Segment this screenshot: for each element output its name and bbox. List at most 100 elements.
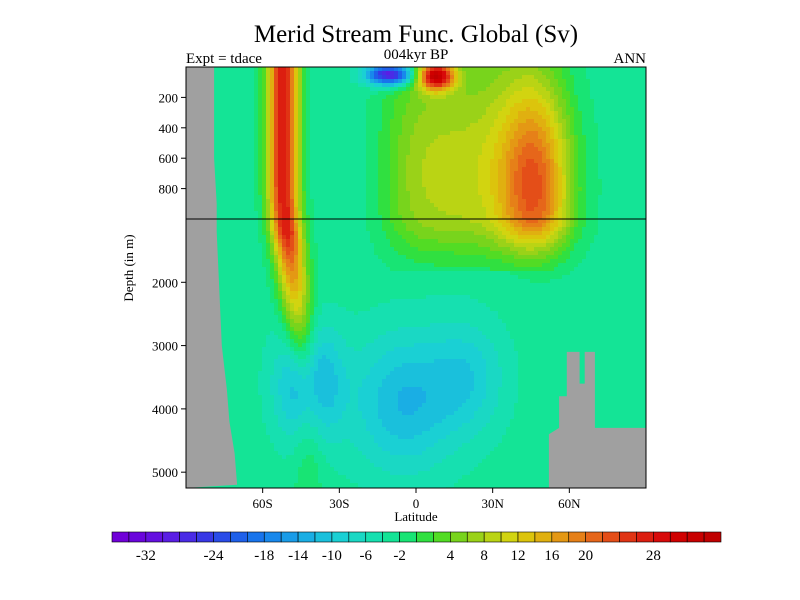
- field-cell: [594, 183, 599, 188]
- field-cell: [562, 135, 567, 140]
- field-cell: [266, 131, 271, 136]
- field-cell: [494, 223, 499, 228]
- field-cell: [234, 143, 239, 148]
- field-cell: [234, 227, 239, 232]
- field-cell: [270, 171, 275, 176]
- field-cell: [554, 183, 559, 188]
- field-cell: [342, 215, 347, 220]
- field-cell: [546, 131, 551, 136]
- field-cell: [290, 123, 295, 128]
- field-cell: [230, 123, 235, 128]
- field-cell: [242, 219, 247, 224]
- field-cell: [246, 83, 251, 88]
- field-cell: [258, 155, 263, 160]
- field-cell: [362, 179, 367, 184]
- field-cell: [590, 103, 595, 108]
- field-cell: [222, 83, 227, 88]
- field-cell: [390, 107, 395, 112]
- field-cell: [442, 187, 447, 192]
- field-cell: [254, 183, 259, 188]
- field-cell: [374, 151, 379, 156]
- field-cell: [630, 111, 635, 116]
- field-cell: [574, 207, 579, 212]
- field-cell: [610, 219, 615, 224]
- field-cell: [562, 99, 567, 104]
- field-cell: [530, 187, 535, 192]
- field-cell: [214, 91, 219, 96]
- field-cell: [642, 211, 646, 216]
- field-cell: [554, 223, 559, 228]
- field-cell: [394, 219, 399, 224]
- field-cell: [606, 219, 611, 224]
- field-cell: [254, 147, 259, 152]
- field-cell: [274, 135, 279, 140]
- field-cell: [218, 167, 223, 172]
- field-cell: [618, 211, 623, 216]
- field-cell: [378, 179, 383, 184]
- field-cell: [414, 99, 419, 104]
- field-cell: [438, 155, 443, 160]
- field-cell: [302, 155, 307, 160]
- field-cell: [490, 179, 495, 184]
- field-cell: [598, 87, 603, 92]
- field-cell: [486, 207, 491, 212]
- field-cell: [278, 119, 283, 124]
- field-cell: [550, 127, 555, 132]
- field-cell: [422, 111, 427, 116]
- field-cell: [598, 211, 603, 216]
- field-cell: [454, 171, 459, 176]
- field-cell: [486, 83, 491, 88]
- field-cell: [450, 79, 455, 84]
- field-cell: [626, 123, 631, 128]
- field-cell: [218, 103, 223, 108]
- field-cell: [270, 103, 275, 108]
- field-cell: [450, 207, 455, 212]
- field-cell: [470, 99, 475, 104]
- field-cell: [314, 103, 319, 108]
- field-cell: [358, 191, 363, 196]
- field-cell: [522, 215, 527, 220]
- field-cell: [594, 123, 599, 128]
- field-cell: [330, 239, 335, 244]
- field-cell: [538, 187, 543, 192]
- field-cell: [446, 183, 451, 188]
- field-cell: [638, 171, 643, 176]
- field-cell: [398, 159, 403, 164]
- field-cell: [638, 107, 643, 112]
- field-cell: [634, 155, 639, 160]
- field-cell: [298, 179, 303, 184]
- field-cell: [358, 219, 363, 224]
- field-cell: [570, 219, 575, 224]
- field-cell: [498, 163, 503, 168]
- field-cell: [262, 103, 267, 108]
- field-cell: [314, 119, 319, 124]
- field-cell: [490, 147, 495, 152]
- field-cell: [318, 219, 323, 224]
- field-cell: [346, 111, 351, 116]
- field-cell: [642, 131, 646, 136]
- field-cell: [350, 127, 355, 132]
- field-cell: [310, 95, 315, 100]
- field-cell: [446, 215, 451, 220]
- field-cell: [234, 79, 239, 84]
- field-cell: [234, 235, 239, 240]
- field-cell: [538, 115, 543, 120]
- field-cell: [438, 215, 443, 220]
- field-cell: [242, 183, 247, 188]
- field-cell: [350, 139, 355, 144]
- field-cell: [518, 179, 523, 184]
- field-cell: [354, 227, 359, 232]
- field-cell: [482, 151, 487, 156]
- field-cell: [326, 127, 331, 132]
- field-cell: [526, 199, 531, 204]
- field-cell: [454, 99, 459, 104]
- field-cell: [546, 183, 551, 188]
- field-cell: [362, 211, 367, 216]
- field-cell: [526, 151, 531, 156]
- field-cell: [222, 167, 227, 172]
- field-cell: [314, 151, 319, 156]
- field-cell: [626, 203, 631, 208]
- field-cell: [502, 195, 507, 200]
- field-cell: [378, 223, 383, 228]
- field-cell: [386, 215, 391, 220]
